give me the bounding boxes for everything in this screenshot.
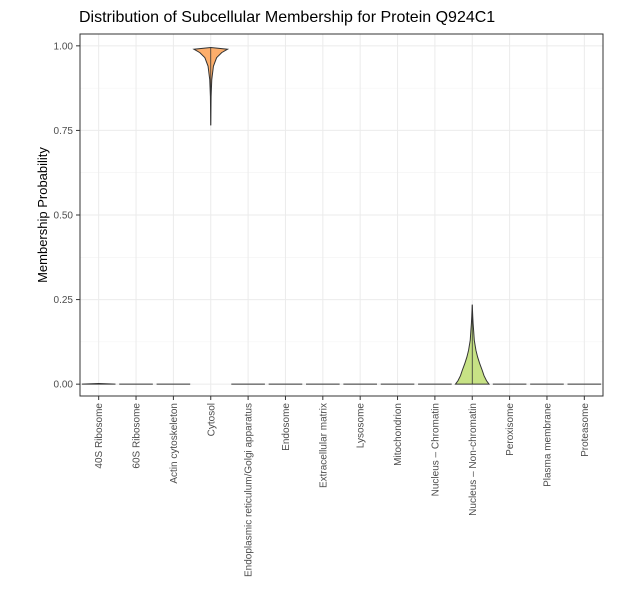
y-tick-label: 1.00 bbox=[54, 41, 74, 52]
x-tick-label: Cytosol bbox=[206, 403, 217, 436]
x-tick-label: Actin cytoskeleton bbox=[169, 403, 180, 484]
x-tick-label: Nucleus – Non-chromatin bbox=[468, 403, 479, 516]
x-tick-label: Extracellular matrix bbox=[318, 403, 329, 488]
x-tick-label: Peroxisome bbox=[505, 403, 516, 456]
grid-layer bbox=[80, 34, 603, 396]
y-axis: 0.00 0.25 0.50 0.75 1.00 bbox=[54, 41, 80, 391]
y-tick-label: 0.75 bbox=[54, 126, 74, 137]
violin-layer bbox=[81, 47, 602, 385]
x-tick-label: Nucleus – Chromatin bbox=[430, 403, 441, 496]
x-tick-label: Endosome bbox=[281, 403, 292, 451]
x-tick-label: Endoplasmic reticulum/Golgi apparatus bbox=[244, 403, 255, 577]
x-tick-label: 40S Ribosome bbox=[94, 403, 105, 469]
x-tick-label: Proteasome bbox=[580, 403, 591, 457]
x-tick-label: Lysosome bbox=[356, 403, 367, 449]
y-tick-label: 0.25 bbox=[54, 295, 74, 306]
chart-title: Distribution of Subcellular Membership f… bbox=[79, 9, 496, 26]
x-axis: 40S Ribosome 60S Ribosome Actin cytoskelet… bbox=[94, 396, 591, 577]
y-tick-label: 0.50 bbox=[54, 211, 74, 222]
x-tick-label: Mitochondrion bbox=[393, 403, 404, 466]
y-tick-label: 0.00 bbox=[54, 380, 74, 391]
x-tick-label: Plasma membrane bbox=[542, 403, 553, 487]
x-tick-label: 60S Ribosome bbox=[132, 403, 143, 469]
y-axis-title: Membership Probability bbox=[35, 147, 50, 283]
